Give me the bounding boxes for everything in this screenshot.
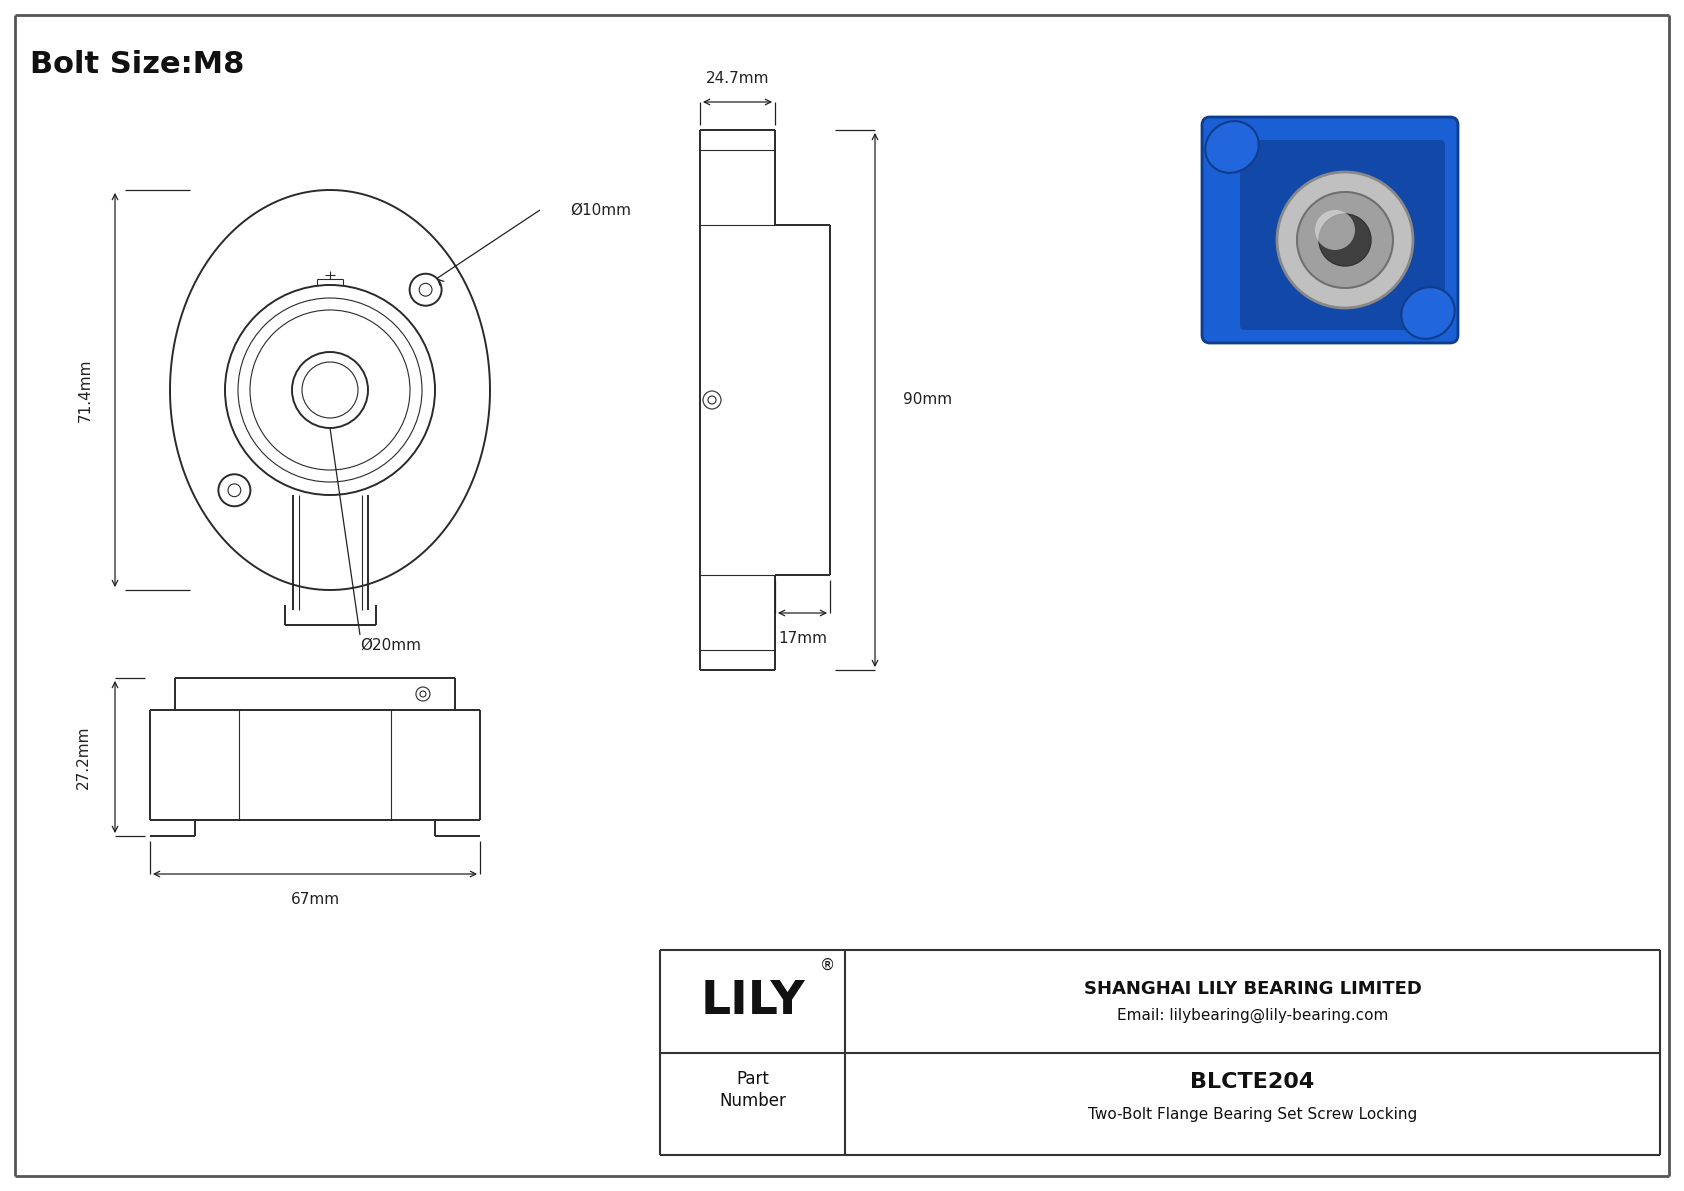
Circle shape <box>1276 172 1413 308</box>
FancyBboxPatch shape <box>1202 117 1458 343</box>
Circle shape <box>1315 210 1356 250</box>
Text: Email: lilybearing@lily-bearing.com: Email: lilybearing@lily-bearing.com <box>1116 1008 1388 1023</box>
Text: Ø10mm: Ø10mm <box>569 202 632 218</box>
Text: SHANGHAI LILY BEARING LIMITED: SHANGHAI LILY BEARING LIMITED <box>1083 980 1421 998</box>
Text: 90mm: 90mm <box>903 393 951 407</box>
Circle shape <box>1319 214 1371 266</box>
Text: BLCTE204: BLCTE204 <box>1191 1073 1315 1092</box>
FancyBboxPatch shape <box>1239 141 1445 330</box>
Text: 67mm: 67mm <box>290 892 340 908</box>
Circle shape <box>1297 192 1393 288</box>
Ellipse shape <box>1401 287 1455 339</box>
Text: 27.2mm: 27.2mm <box>76 725 91 788</box>
Text: 24.7mm: 24.7mm <box>706 71 770 86</box>
Text: Part: Part <box>736 1071 770 1089</box>
Text: Bolt Size:M8: Bolt Size:M8 <box>30 50 244 79</box>
Text: Ø20mm: Ø20mm <box>360 637 421 653</box>
Text: ®: ® <box>820 958 835 973</box>
Text: 17mm: 17mm <box>778 631 827 646</box>
Text: 71.4mm: 71.4mm <box>77 358 93 422</box>
Text: Number: Number <box>719 1092 786 1110</box>
Text: Two-Bolt Flange Bearing Set Screw Locking: Two-Bolt Flange Bearing Set Screw Lockin… <box>1088 1108 1418 1122</box>
Text: LILY: LILY <box>701 979 805 1024</box>
Ellipse shape <box>1206 121 1258 173</box>
